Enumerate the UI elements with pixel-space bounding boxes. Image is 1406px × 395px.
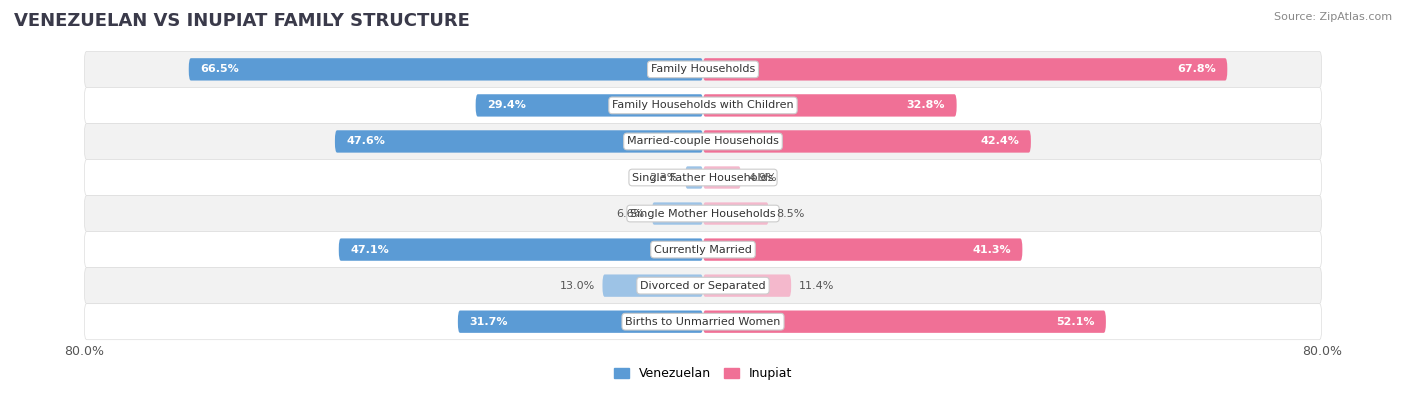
Text: 47.6%: 47.6% [346, 136, 385, 147]
Text: Married-couple Households: Married-couple Households [627, 136, 779, 147]
Text: 42.4%: 42.4% [980, 136, 1019, 147]
FancyBboxPatch shape [703, 202, 769, 225]
Text: 47.1%: 47.1% [350, 245, 389, 255]
FancyBboxPatch shape [475, 94, 703, 117]
Text: 4.9%: 4.9% [748, 173, 778, 182]
Text: 6.6%: 6.6% [616, 209, 644, 218]
Text: 41.3%: 41.3% [972, 245, 1011, 255]
Text: Currently Married: Currently Married [654, 245, 752, 255]
Legend: Venezuelan, Inupiat: Venezuelan, Inupiat [609, 362, 797, 386]
Text: Single Father Households: Single Father Households [633, 173, 773, 182]
Text: 11.4%: 11.4% [799, 280, 834, 291]
FancyBboxPatch shape [703, 130, 1031, 152]
Text: 67.8%: 67.8% [1177, 64, 1216, 74]
FancyBboxPatch shape [458, 310, 703, 333]
Text: Births to Unmarried Women: Births to Unmarried Women [626, 317, 780, 327]
Text: Source: ZipAtlas.com: Source: ZipAtlas.com [1274, 12, 1392, 22]
FancyBboxPatch shape [84, 268, 1322, 304]
FancyBboxPatch shape [703, 310, 1107, 333]
FancyBboxPatch shape [703, 275, 792, 297]
Text: 8.5%: 8.5% [776, 209, 804, 218]
Text: Family Households: Family Households [651, 64, 755, 74]
FancyBboxPatch shape [84, 87, 1322, 123]
Text: 31.7%: 31.7% [470, 317, 508, 327]
FancyBboxPatch shape [703, 239, 1022, 261]
Text: Single Mother Households: Single Mother Households [630, 209, 776, 218]
Text: 2.3%: 2.3% [650, 173, 678, 182]
FancyBboxPatch shape [188, 58, 703, 81]
FancyBboxPatch shape [703, 94, 956, 117]
FancyBboxPatch shape [84, 160, 1322, 196]
FancyBboxPatch shape [652, 202, 703, 225]
Text: 13.0%: 13.0% [560, 280, 595, 291]
Text: 29.4%: 29.4% [488, 100, 526, 111]
Text: VENEZUELAN VS INUPIAT FAMILY STRUCTURE: VENEZUELAN VS INUPIAT FAMILY STRUCTURE [14, 12, 470, 30]
FancyBboxPatch shape [603, 275, 703, 297]
FancyBboxPatch shape [339, 239, 703, 261]
Text: 52.1%: 52.1% [1056, 317, 1094, 327]
FancyBboxPatch shape [685, 166, 703, 189]
FancyBboxPatch shape [84, 51, 1322, 87]
Text: 32.8%: 32.8% [907, 100, 945, 111]
Text: 66.5%: 66.5% [200, 64, 239, 74]
Text: Family Households with Children: Family Households with Children [612, 100, 794, 111]
FancyBboxPatch shape [84, 231, 1322, 268]
FancyBboxPatch shape [84, 304, 1322, 340]
Text: Divorced or Separated: Divorced or Separated [640, 280, 766, 291]
FancyBboxPatch shape [84, 196, 1322, 231]
FancyBboxPatch shape [703, 58, 1227, 81]
FancyBboxPatch shape [84, 123, 1322, 160]
FancyBboxPatch shape [703, 166, 741, 189]
FancyBboxPatch shape [335, 130, 703, 152]
